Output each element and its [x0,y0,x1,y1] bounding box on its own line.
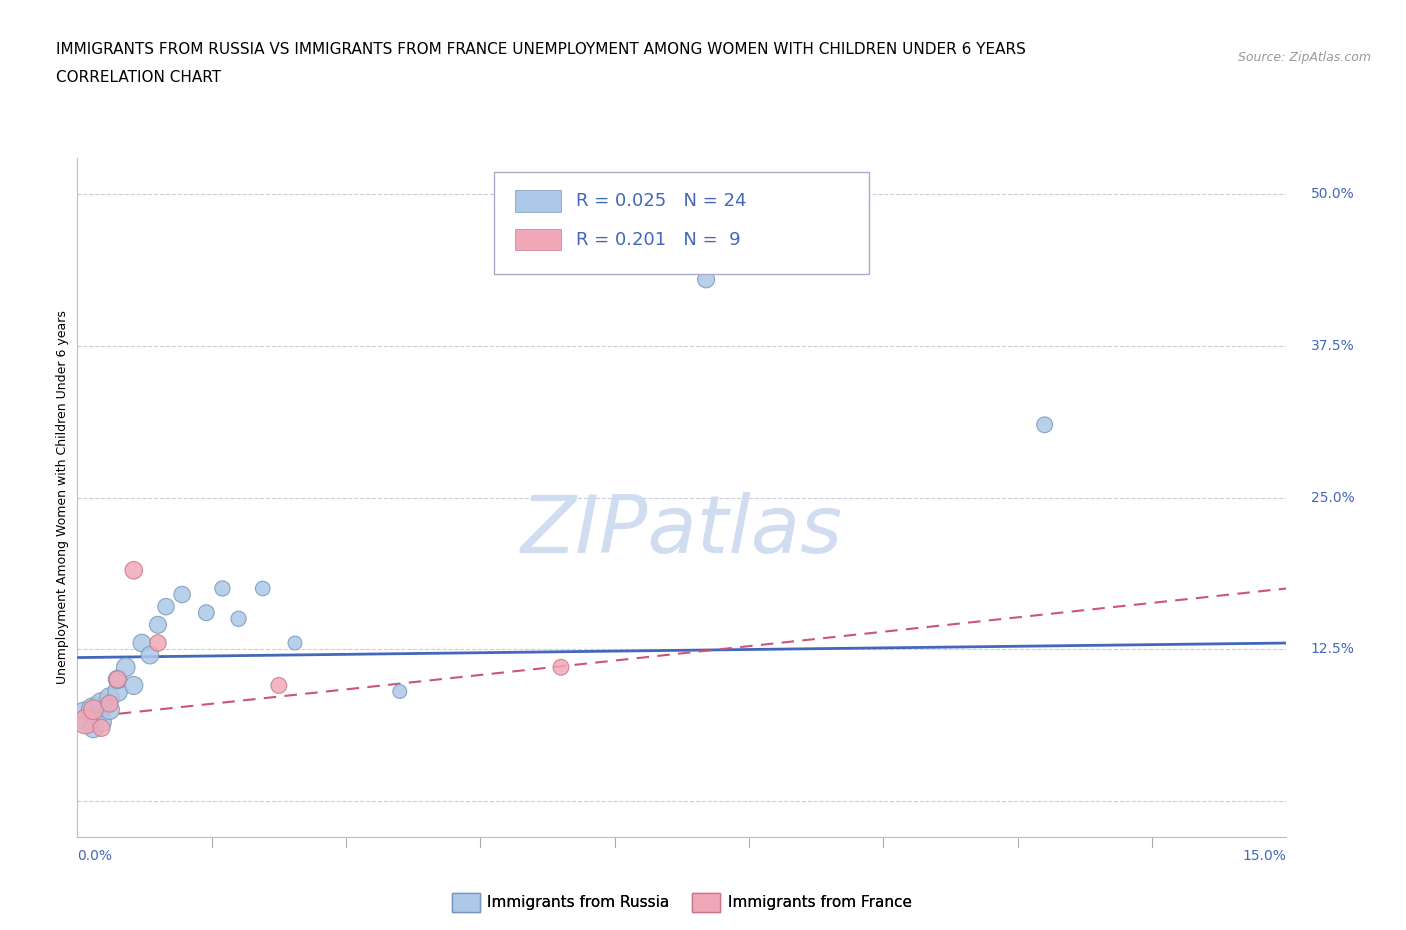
Point [90,714,112,729]
Point [82,702,104,717]
Point [114,660,136,675]
Point [267,678,290,693]
Point [228,611,250,626]
Point [172,587,194,602]
Text: 37.5%: 37.5% [1310,339,1354,353]
Point [98,702,121,717]
Text: 50.0%: 50.0% [1310,188,1354,202]
Point [82,702,104,717]
Point [107,672,129,687]
Point [82,721,104,736]
Point [388,684,411,699]
Point [90,697,112,711]
Text: CORRELATION CHART: CORRELATION CHART [56,70,221,85]
FancyBboxPatch shape [515,190,561,212]
Point [146,635,169,650]
Text: IMMIGRANTS FROM RUSSIA VS IMMIGRANTS FROM FRANCE UNEMPLOYMENT AMONG WOMEN WITH C: IMMIGRANTS FROM RUSSIA VS IMMIGRANTS FRO… [56,42,1026,57]
Text: 0.0%: 0.0% [77,849,112,863]
Point [139,647,162,662]
Text: 15.0%: 15.0% [1243,849,1286,863]
Point [211,581,233,596]
FancyBboxPatch shape [515,229,561,250]
Legend: Immigrants from Russia, Immigrants from France: Immigrants from Russia, Immigrants from … [446,887,918,918]
Point [98,697,121,711]
Point [1033,418,1056,432]
Point [131,635,153,650]
Point [107,684,129,699]
Point [155,599,177,614]
Point [122,678,145,693]
Text: ZIPatlas: ZIPatlas [520,493,844,570]
Point [195,605,218,620]
Text: 25.0%: 25.0% [1310,490,1354,505]
Point [75,714,97,729]
Point [90,721,112,736]
Point [146,618,169,632]
Point [107,672,129,687]
Text: R = 0.025   N = 24: R = 0.025 N = 24 [575,192,747,210]
Point [252,581,274,596]
Text: 12.5%: 12.5% [1310,642,1354,656]
Point [695,272,717,286]
Point [98,690,121,705]
Point [75,709,97,724]
Y-axis label: Unemployment Among Women with Children Under 6 years: Unemployment Among Women with Children U… [56,311,69,684]
FancyBboxPatch shape [495,172,869,273]
Point [284,635,307,650]
Text: R = 0.201   N =  9: R = 0.201 N = 9 [575,231,740,248]
Point [550,660,572,675]
Point [122,563,145,578]
Text: Source: ZipAtlas.com: Source: ZipAtlas.com [1237,51,1371,64]
